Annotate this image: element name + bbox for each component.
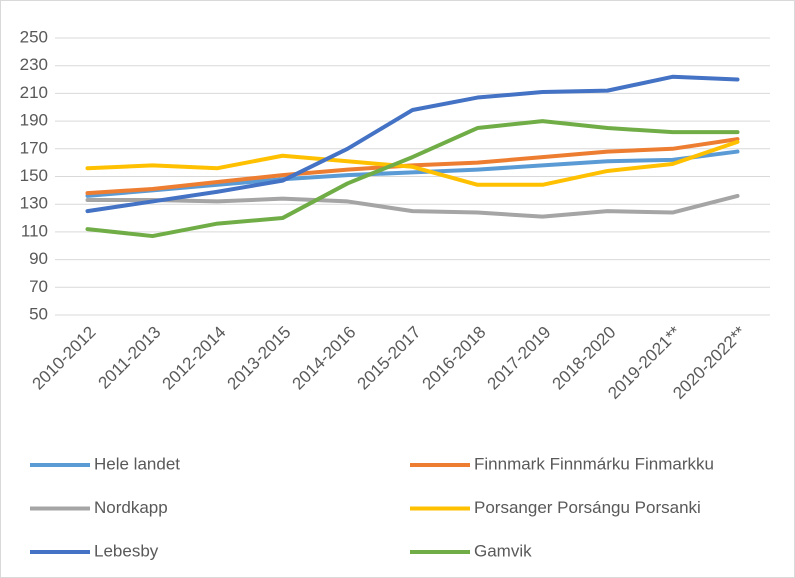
legend-label: Lebesby bbox=[94, 541, 159, 560]
legend-label: Finnmark Finnmárku Finmarkku bbox=[474, 454, 714, 473]
y-tick-label: 210 bbox=[20, 83, 48, 102]
series-line bbox=[85, 193, 740, 219]
y-tick-label: 190 bbox=[20, 111, 48, 130]
series-line bbox=[85, 139, 740, 187]
legend-label: Nordkapp bbox=[94, 498, 168, 517]
y-tick-label: 110 bbox=[21, 221, 48, 240]
series-line bbox=[85, 119, 740, 239]
y-tick-label: 50 bbox=[29, 304, 48, 323]
y-tick-label: 70 bbox=[29, 277, 48, 296]
legend-label: Gamvik bbox=[474, 541, 532, 560]
y-tick-label: 90 bbox=[29, 249, 48, 268]
series-line bbox=[85, 149, 740, 198]
series-line bbox=[85, 74, 740, 214]
y-tick-label: 250 bbox=[20, 27, 48, 46]
legend-label: Porsanger Porsángu Porsanki bbox=[474, 498, 701, 517]
y-tick-label: 130 bbox=[20, 194, 48, 213]
legend-label: Hele landet bbox=[94, 454, 180, 473]
y-tick-label: 230 bbox=[20, 55, 48, 74]
y-tick-label: 170 bbox=[20, 138, 48, 157]
y-tick-label: 150 bbox=[20, 166, 48, 185]
